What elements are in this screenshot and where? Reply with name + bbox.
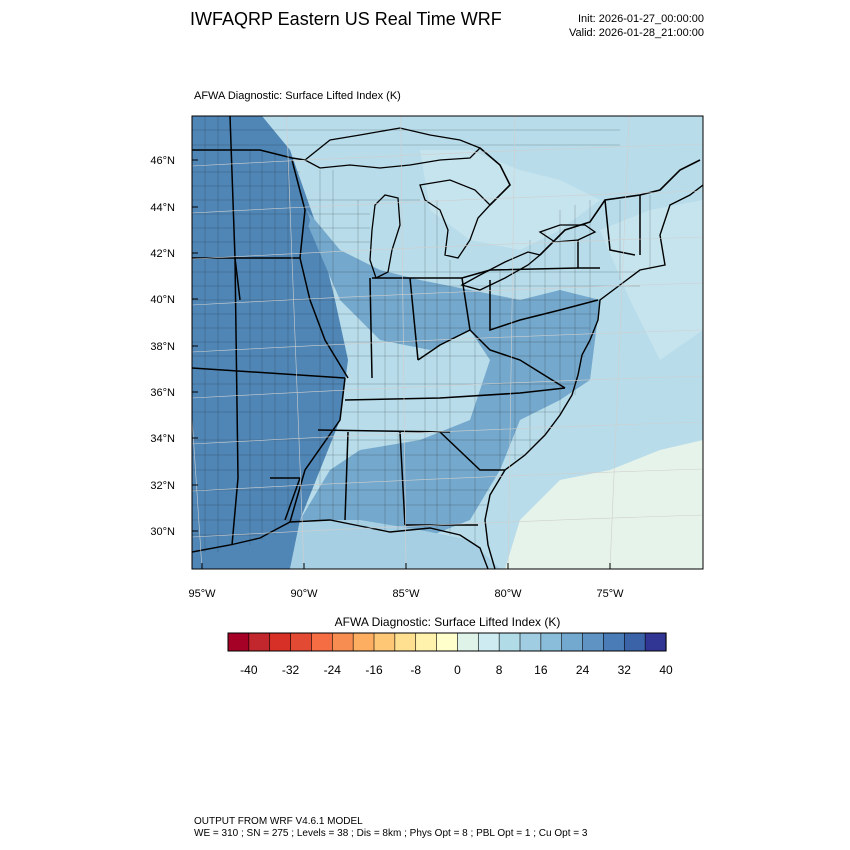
light-field-south: [290, 520, 500, 569]
footer-config: WE = 310 ; SN = 275 ; Levels = 38 ; Dis …: [194, 828, 588, 839]
colorbar-swatch: [311, 632, 333, 652]
lat-gridline: [192, 514, 703, 538]
lon-gridline: [192, 412, 203, 569]
lat-label: 46°N: [150, 155, 175, 167]
colorbar-swatch: [436, 632, 459, 652]
colorbar-swatch: [352, 632, 375, 652]
colorbar-tick-label: 40: [659, 663, 673, 677]
lon-gridline: [286, 116, 305, 569]
colorbar-tick-label: 32: [618, 663, 632, 677]
valid-time: Valid: 2026-01-28_21:00:00: [569, 27, 704, 39]
colorbar-swatch: [290, 632, 313, 652]
us-canada-border: [192, 147, 701, 256]
lat-gridline: [192, 236, 703, 260]
mid-field-central: [290, 190, 600, 569]
lake-superior: [303, 127, 482, 169]
graticule: [192, 116, 703, 569]
lon-gridline: [400, 116, 407, 569]
lat-gridline: [192, 190, 703, 214]
lat-label: 42°N: [150, 248, 175, 260]
colorbar-swatch: [269, 632, 292, 652]
colorbar-swatch: [603, 632, 625, 652]
field-title: AFWA Diagnostic: Surface Lifted Index (K…: [194, 90, 401, 102]
colorbar-tick-label: -8: [410, 663, 421, 677]
lat-gridline: [192, 468, 703, 492]
lat-label: 40°N: [150, 294, 175, 306]
lon-label: 85°W: [392, 588, 420, 600]
footer-model: OUTPUT FROM WRF V4.6.1 MODEL: [194, 816, 363, 827]
colorbar-swatch: [373, 632, 396, 652]
lat-label: 44°N: [150, 202, 175, 214]
lat-gridline: [192, 329, 703, 353]
pale-field-atlantic: [600, 200, 703, 360]
colorbar-tick-label: 0: [454, 663, 461, 677]
colorbar-swatch: [498, 632, 521, 652]
colorbar-swatch: [394, 632, 417, 652]
colorbar-tick-label: 8: [496, 663, 503, 677]
lat-label: 38°N: [150, 341, 175, 353]
colorbar-swatch: [248, 632, 271, 652]
lat-label: 32°N: [150, 480, 175, 492]
colorbar-tick-label: 16: [534, 663, 548, 677]
colorbar-swatch: [415, 632, 438, 652]
lat-gridline: [192, 421, 703, 445]
lon-label: 75°W: [596, 588, 624, 600]
colorbar-swatch: [582, 632, 605, 652]
colorbar-swatch: [331, 632, 354, 652]
lat-label: 34°N: [150, 433, 175, 445]
lon-gridline: [507, 116, 516, 569]
lon-label: 80°W: [494, 588, 522, 600]
colorbar-tick-label: -32: [282, 663, 300, 677]
colorbar-tick-label: -16: [365, 663, 383, 677]
lon-label: 95°W: [188, 588, 216, 600]
colorbar-title: AFWA Diagnostic: Surface Lifted Index (K…: [334, 615, 561, 629]
lon-label: 90°W: [290, 588, 318, 600]
colorbar-swatch: [477, 632, 500, 652]
colorbar-swatch: [623, 632, 646, 652]
colorbar-tick-label: -24: [324, 663, 342, 677]
lat-gridline: [192, 375, 703, 399]
colorbar-swatch: [519, 632, 542, 652]
map-content: [192, 116, 703, 569]
deep-field-west: [192, 116, 348, 569]
colorbar-swatch: [644, 632, 667, 652]
colorbar: -40 -32 -24 -16 -8 0 8 16 24 32 40: [227, 632, 673, 677]
colorbar-swatch: [561, 632, 584, 652]
lat-label: 36°N: [150, 387, 175, 399]
plot-title: IWFAQRP Eastern US Real Time WRF: [190, 9, 502, 29]
colorbar-swatch: [227, 632, 250, 652]
lake-michigan: [369, 194, 401, 279]
lat-gridline: [192, 143, 703, 167]
map-frame: [191, 115, 704, 570]
pale-field-lakes: [420, 150, 600, 250]
lat-gridline: [192, 282, 703, 306]
latitude-axis: 30°N 32°N 34°N 36°N 38°N 40°N 42°N 44°N 46°N: [150, 155, 198, 538]
lon-gridline: [609, 116, 630, 569]
longitude-axis: 95°W 90°W 85°W 80°W 75°W: [188, 563, 624, 600]
near-zero-field-ocean: [505, 440, 703, 569]
colorbar-tick-label: -40: [240, 663, 258, 677]
colorbar-swatch: [540, 632, 563, 652]
colorbar-tick-label: 24: [576, 663, 590, 677]
colorbar-swatch: [457, 632, 479, 652]
lake-huron: [419, 179, 491, 259]
county-lines: [192, 116, 651, 552]
colorbar-frame: [227, 632, 667, 652]
lat-label: 30°N: [150, 526, 175, 538]
init-time: Init: 2026-01-27_00:00:00: [578, 13, 704, 25]
atlantic-coastline: [484, 184, 703, 569]
